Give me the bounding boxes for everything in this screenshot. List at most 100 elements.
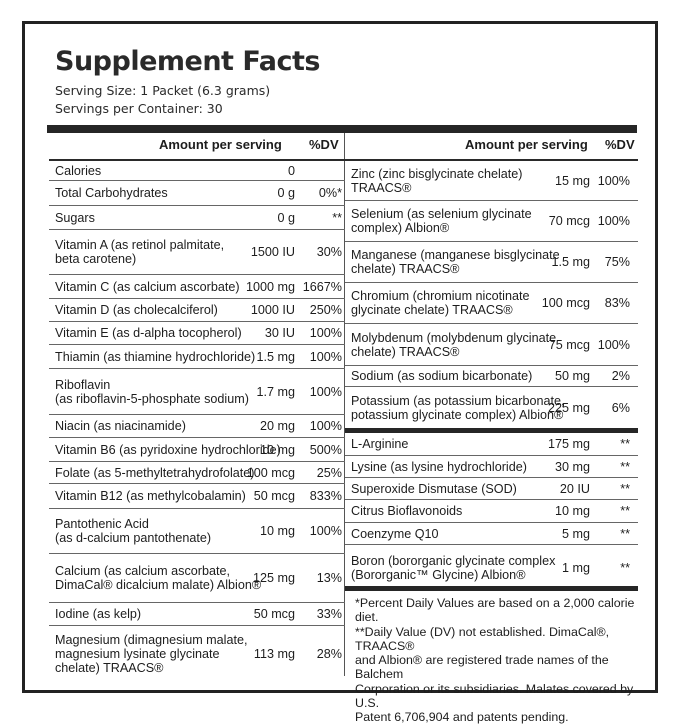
left-nutrient-row: Iodine (as kelp) 50 mcg 33% [49,603,345,626]
nutrient-name: Manganese (manganese bisglycinate chelat… [351,248,560,276]
nutrient-amount: 50 mg [554,369,590,383]
nutrient-daily-value: 33% [316,607,342,621]
left-nutrient-row: Vitamin B6 (as pyridoxine hydrochloride)… [49,438,345,462]
nutrient-amount: 50 mcg [253,607,295,621]
header-bar [47,125,637,133]
header-rule [49,159,345,161]
nutrient-name: Molybdenum (molybdenum glycinate chelate… [351,330,557,359]
nutrient-daily-value: 100% [597,337,630,352]
nutrient-name: Superoxide Dismutase (SOD) [351,481,517,496]
nutrient-daily-value: ** [620,560,630,575]
right-nutrient-row: Potassium (as potassium bicarbonate, pot… [345,387,638,430]
right-nutrient-row: L-Arginine 175 mg ** [345,433,638,456]
nutrient-amount: 1000 IU [250,303,295,317]
dv-header: %DV [605,137,635,152]
nutrient-name: Folate (as 5-methyltetrahydrofolate) [55,465,255,480]
nutrient-daily-value: 833% [309,489,342,503]
nutrient-amount: 100 mcg [246,465,295,480]
nutrient-amount: 5 mg [562,526,590,541]
nutrient-amount: 0 g [277,186,295,200]
right-nutrient-row: Boron (bororganic glycinate complex (Bor… [345,545,638,591]
nutrient-daily-value: ** [620,504,630,518]
column-divider [344,133,345,676]
nutrient-amount: 0 g [277,210,295,225]
nutrient-amount: 1 mg [562,560,590,575]
left-nutrient-row: Thiamin (as thiamine hydrochloride) 1.5 m… [49,345,345,369]
left-nutrient-row: Pantothenic Acid (as d-calcium pantothen… [49,509,345,554]
nutrient-daily-value: ** [620,481,630,496]
right-nutrient-row: Citrus Bioflavonoids 10 mg ** [345,500,638,523]
left-nutrient-row: Niacin (as niacinamide) 20 mg 100% [49,415,345,438]
nutrient-amount: 10 mg [554,504,590,518]
right-nutrient-row: Zinc (zinc bisglycinate chelate) TRAACS®… [345,161,638,201]
nutrient-daily-value: 2% [611,369,630,383]
nutrient-name: Vitamin D (as cholecalciferol) [55,303,218,317]
header-rule [345,159,638,161]
nutrient-name: Sodium (as sodium bicarbonate) [351,369,533,383]
nutrient-name: Chromium (chromium nicotinate glycinate … [351,289,530,317]
nutrient-daily-value: 100% [309,349,342,364]
nutrient-amount: 30 IU [264,326,295,340]
nutrient-amount: 10 mg [259,524,295,538]
nutrient-amount: 1500 IU [250,245,295,259]
nutrient-name: Thiamin (as thiamine hydrochloride) [55,349,256,364]
nutrient-daily-value: 6% [611,401,630,415]
nutrient-name: Boron (bororganic glycinate complex (Bor… [351,553,556,582]
nutrient-amount: 0 [287,163,295,178]
nutrient-name: Magnesium (dimagnesium malate, magnesium… [55,632,248,675]
left-nutrient-row: Sugars 0 g ** [49,206,345,230]
nutrient-daily-value: 30% [316,245,342,259]
nutrient-name: Vitamin E (as d-alpha tocopherol) [55,326,242,340]
nutrient-name: Sugars [55,210,95,225]
left-nutrient-row: Calcium (as calcium ascorbate, DimaCal® … [49,554,345,603]
nutrient-amount: 30 mg [554,459,590,474]
nutrient-amount: 75 mcg [548,337,590,352]
nutrient-daily-value: ** [620,459,630,474]
right-nutrient-row: Sodium (as sodium bicarbonate) 50 mg 2% [345,366,638,387]
nutrient-daily-value: 100% [309,524,342,538]
nutrient-amount: 1.5 mg [551,255,590,269]
nutrient-amount: 1.5 mg [256,349,295,364]
supplement-facts-panel: Supplement Facts Serving Size: 1 Packet … [22,21,658,724]
footnote: *Percent Daily Values are based on a 2,0… [355,596,635,725]
left-nutrient-row: Vitamin C (as calcium ascorbate) 1000 mg 1… [49,275,345,299]
right-nutrient-row: Selenium (as selenium glycinate complex)… [345,201,638,242]
right-nutrient-row: Lysine (as lysine hydrochloride) 30 mg ** [345,456,638,478]
nutrient-amount: 125 mg [252,571,295,585]
nutrient-name: L-Arginine [351,437,409,451]
nutrient-name: Selenium (as selenium glycinate complex)… [351,207,532,235]
nutrient-amount: 100 mcg [541,296,590,310]
serving-size: Serving Size: 1 Packet (6.3 grams) [55,83,271,98]
nutrient-name: Calcium (as calcium ascorbate, DimaCal® … [55,564,262,592]
nutrient-amount: 20 IU [559,481,590,496]
nutrient-name: Pantothenic Acid (as d-calcium pantothen… [55,517,212,545]
label-title: Supplement Facts [55,46,320,77]
nutrient-amount: 225 mg [547,401,590,415]
nutrient-daily-value: 25% [316,465,342,480]
left-nutrient-row: Vitamin B12 (as methylcobalamin) 50 mcg 83… [49,484,345,509]
nutrient-daily-value: ** [332,210,342,225]
nutrient-daily-value: 100% [309,326,342,340]
right-nutrient-row: Chromium (chromium nicotinate glycinate … [345,283,638,324]
footnote-separator [345,586,638,591]
nutrient-daily-value: 75% [604,255,630,269]
nutrient-name: Riboflavin (as riboflavin-5-phosphate so… [55,377,249,406]
section-separator [345,428,638,433]
nutrient-amount: 113 mg [253,646,295,661]
nutrient-name: Potassium (as potassium bicarbonate, pot… [351,394,565,422]
left-nutrient-row: Calories 0 [49,161,345,181]
nutrient-amount: 15 mg [554,173,590,188]
right-nutrient-row: Coenzyme Q10 5 mg ** [345,523,638,545]
nutrient-name: Vitamin A (as retinol palmitate, beta ca… [55,238,225,266]
left-nutrient-row: Magnesium (dimagnesium malate, magnesium… [49,626,345,681]
nutrient-daily-value: 500% [309,442,342,457]
nutrient-name: Lysine (as lysine hydrochloride) [351,459,527,474]
nutrient-amount: 50 mcg [253,489,295,503]
left-nutrient-row: Riboflavin (as riboflavin-5-phosphate so… [49,369,345,415]
servings-per-container: Servings per Container: 30 [55,101,223,116]
amount-header: Amount per serving [465,137,588,152]
nutrient-amount: 175 mg [547,437,590,451]
nutrient-daily-value: 250% [309,303,342,317]
nutrient-daily-value: 100% [597,173,630,188]
nutrient-daily-value: ** [620,526,630,541]
